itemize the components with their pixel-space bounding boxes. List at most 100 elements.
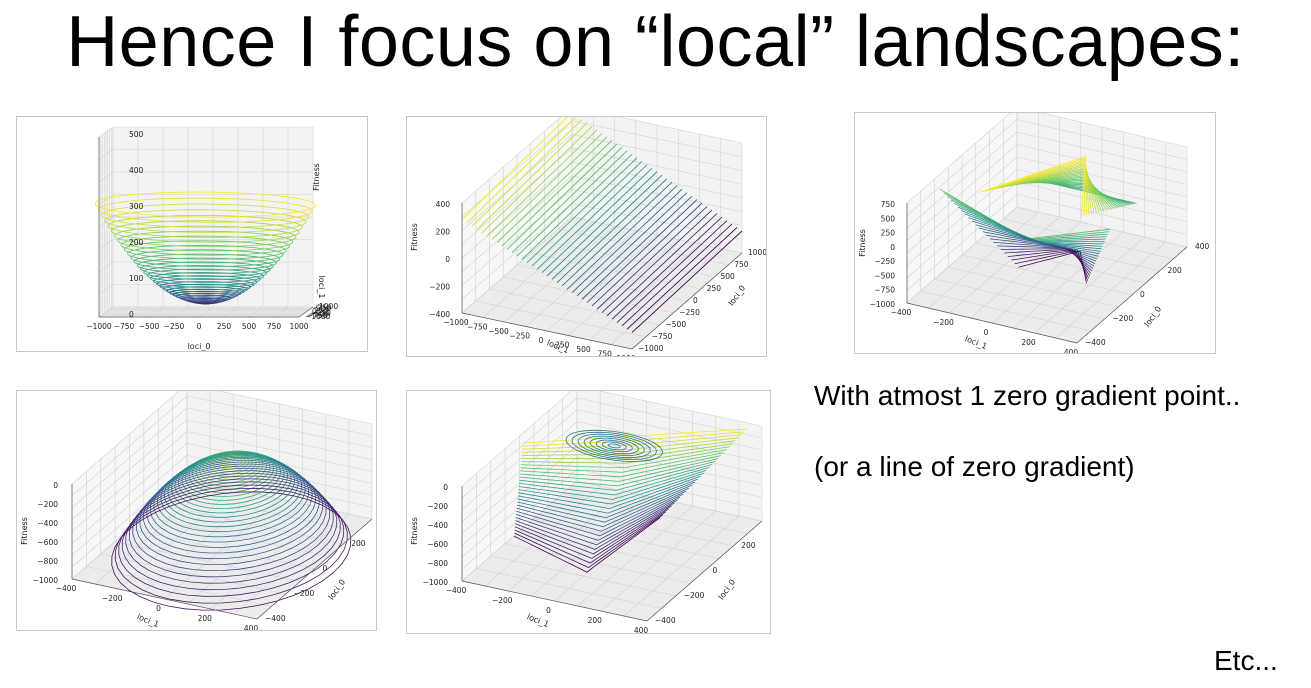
y-tick-label: −500	[309, 310, 330, 319]
contour-line	[132, 472, 331, 572]
y-axis-line	[1076, 246, 1188, 344]
contour-line	[1007, 249, 1091, 277]
grid-line	[187, 503, 303, 605]
x-tick-label: −500	[139, 322, 160, 331]
x-tick-label: 0	[539, 336, 544, 345]
zero-gradient-contour	[565, 429, 663, 462]
x-tick-label: 200	[1021, 338, 1036, 347]
y-tick-label: 0	[693, 296, 698, 305]
grid-line	[158, 503, 344, 545]
grid-line	[1034, 236, 1145, 334]
grid-line	[71, 419, 188, 520]
contour-line	[114, 487, 348, 604]
z-tick-label: 500	[129, 130, 144, 139]
plot-saddle-svg: −400 −200 0 200 400 −400 −200 0 200 400 750 500 250 0…	[858, 113, 1210, 353]
contour-line	[496, 136, 608, 244]
contour-line	[515, 496, 681, 541]
contour-line	[135, 470, 327, 566]
contour-line	[476, 122, 588, 230]
contour-line	[111, 220, 300, 243]
plot-dome: −400−2000200400−400−20002004000−200−400−…	[16, 390, 377, 631]
contour-line	[621, 223, 733, 327]
contour-line	[130, 249, 281, 268]
y-tick-label: 750	[317, 303, 332, 312]
x-tick-label: 500	[242, 322, 257, 331]
contour-line	[491, 133, 603, 240]
grid-line	[461, 421, 578, 522]
zero-gradient-contour	[589, 437, 639, 455]
contour-line	[519, 464, 713, 491]
plot-dome-svg: −400−2000200400−400−20002004000−200−400−…	[20, 391, 373, 630]
y-tick-label: 500	[721, 272, 736, 281]
contour-line	[566, 185, 678, 290]
grid-line	[906, 156, 1018, 254]
y-tick-label: 250	[314, 306, 329, 315]
x-tick-label: −750	[114, 322, 135, 331]
contour-line	[511, 147, 623, 254]
grid-line	[961, 254, 1133, 296]
contour-line	[531, 160, 643, 267]
contour-line	[536, 164, 648, 270]
y-tick-label: 200	[1168, 266, 1183, 275]
grid-line	[1016, 144, 1188, 185]
grid-line	[461, 120, 573, 217]
contour-line	[125, 478, 338, 584]
x-tick-label: −750	[467, 323, 488, 332]
contour-line	[94, 191, 316, 218]
x-tick-label: −400	[891, 308, 912, 317]
contour-line	[506, 143, 618, 250]
z-tick-label: −1000	[423, 578, 449, 587]
z-tick-label: −750	[874, 286, 895, 295]
grid-line	[1016, 131, 1188, 173]
grid-line	[906, 119, 1018, 216]
y-tick-label: 750	[734, 260, 749, 269]
annotation-zero-gradient-point: With atmost 1 zero gradient point..	[814, 380, 1241, 411]
grid-line	[186, 419, 373, 460]
grid-line	[461, 409, 578, 510]
z-tick-label: 400	[436, 200, 451, 209]
x-tick-label: −500	[488, 327, 509, 336]
x-axis-line	[71, 578, 258, 620]
x-tick-label: −200	[492, 596, 513, 605]
contour-line	[546, 171, 658, 277]
plot-bowl: −1000 −750 −500 −250 0 250 500 750 1000 −1000 −750…	[16, 116, 368, 352]
contour-line	[1011, 249, 1089, 279]
contour-line	[596, 206, 708, 310]
x-tick-label: −1000	[443, 318, 469, 327]
z-tick-label: 300	[129, 202, 144, 211]
contour-line	[481, 126, 593, 234]
contour-line	[518, 475, 701, 510]
z-tick-label: 200	[436, 228, 451, 237]
contour-line	[104, 209, 306, 234]
contour-line	[586, 199, 698, 303]
grid-line	[571, 216, 743, 254]
z-axis-label: Fitness	[410, 223, 419, 251]
contour-line	[1000, 248, 1093, 272]
plot-saddle: −400 −200 0 200 400 −400 −200 0 200 400 750 500 250 0…	[854, 112, 1216, 354]
contour-line	[120, 235, 290, 256]
contour-line	[997, 245, 1094, 269]
x-tick-label: −400	[56, 584, 77, 593]
x-tick-label: 400	[1064, 348, 1079, 353]
zero-gradient-contour	[601, 441, 627, 451]
x-tick-label: −200	[933, 318, 954, 327]
contour-line	[518, 470, 707, 500]
x-axis-label: loci_0	[188, 342, 211, 351]
contour-line	[521, 440, 736, 456]
grid-line	[273, 306, 289, 318]
grid-line	[217, 391, 373, 425]
x-tick-label: −200	[102, 594, 123, 603]
contour-line	[516, 490, 687, 532]
contour-line	[123, 240, 287, 260]
y-tick-label: 1000	[748, 248, 766, 257]
contour-line	[515, 499, 678, 546]
z-tick-label: −1000	[870, 300, 896, 309]
grid-line	[906, 131, 1018, 229]
grid-line	[248, 306, 264, 318]
grid-line	[461, 161, 573, 259]
y-tick-label: −250	[679, 308, 700, 317]
x-tick-label: 250	[555, 341, 570, 350]
grid-line	[1055, 241, 1166, 339]
contour-line	[514, 514, 664, 568]
x-tick-label: 1000	[616, 354, 635, 356]
